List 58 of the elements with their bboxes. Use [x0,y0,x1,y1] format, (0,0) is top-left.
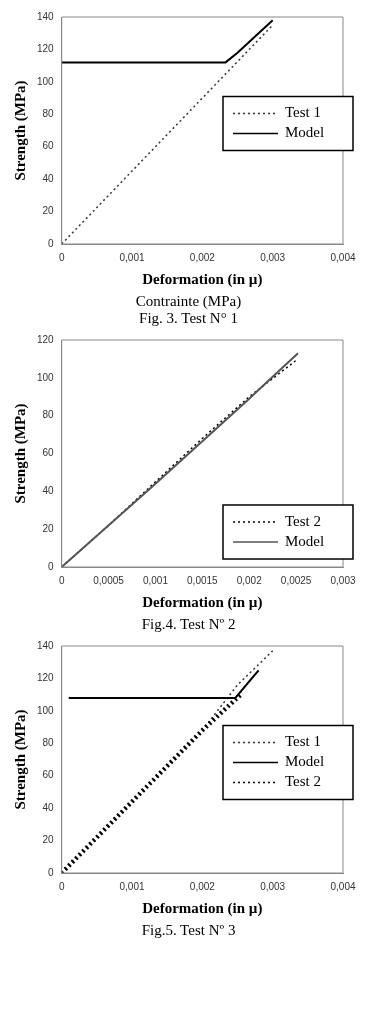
caption: Fig.4. Test Nº 2 [140,616,237,633]
x-tick-label: 0,002 [236,574,263,586]
x-tick-label: 0 [58,880,65,892]
x-tick-label: 0 [58,251,65,263]
caption: Fig. 3. Test N° 1 [138,310,239,327]
legend-label: Model [285,124,325,141]
y-tick-label: 60 [42,769,55,781]
x-axis-title: Deformation (in µ) [142,593,263,611]
legend-label: Test 2 [285,773,322,790]
legend-label: Test 2 [285,512,322,529]
y-tick-label: 60 [42,140,55,152]
y-tick-label: 120 [37,333,55,345]
y-tick-label: 140 [37,639,55,651]
text: Contrainte (MPa) [134,293,243,310]
legend-label: Model [285,532,325,549]
x-tick-label: 0,0025 [280,574,312,586]
x-tick-label: 0,004 [330,880,356,892]
y-tick-label: 100 [37,371,55,383]
y-tick-label: 60 [42,447,55,459]
line-series [61,24,274,244]
y-tick-label: 140 [37,10,55,22]
x-tick-label: 0,0015 [187,574,219,586]
x-tick-label: 0,003 [330,574,356,586]
y-tick-label: 80 [42,409,55,421]
y-tick-label: 80 [42,108,55,120]
x-tick-label: 0,001 [142,574,169,586]
y-tick-label: 100 [37,75,55,87]
x-axis-title: Deformation (in µ) [142,270,263,288]
x-tick-label: 0,001 [119,880,145,892]
y-tick-label: 80 [42,737,55,749]
x-axis-title: Deformation (in µ) [142,899,263,917]
y-tick-label: 20 [42,834,55,846]
legend-label: Test 1 [285,104,322,121]
y-tick-label: 0 [48,866,55,878]
x-tick-label: 0,004 [330,251,356,263]
y-axis-title: Strength (MPa) [11,80,29,181]
legend-label: Model [285,753,325,770]
x-tick-label: 0,003 [260,251,286,263]
x-tick-label: 0,0005 [93,574,125,586]
y-tick-label: 0 [48,560,55,572]
y-tick-label: 120 [37,672,55,684]
y-tick-label: 20 [42,522,55,534]
y-axis-title: Strength (MPa) [11,403,29,504]
y-tick-label: 20 [42,205,55,217]
y-tick-label: 40 [42,801,55,813]
x-tick-label: 0,001 [119,251,145,263]
x-tick-label: 0 [58,574,65,586]
y-tick-label: 40 [42,485,55,497]
legend-label: Test 1 [285,733,322,750]
y-tick-label: 120 [37,43,55,55]
x-tick-label: 0,002 [189,251,216,263]
y-tick-label: 40 [42,172,55,184]
y-axis-title: Strength (MPa) [11,709,29,810]
x-tick-label: 0,003 [260,880,286,892]
x-tick-label: 0,002 [189,880,216,892]
caption: Fig.5. Test Nº 3 [140,922,237,939]
y-tick-label: 0 [48,237,55,249]
y-tick-label: 100 [37,704,55,716]
